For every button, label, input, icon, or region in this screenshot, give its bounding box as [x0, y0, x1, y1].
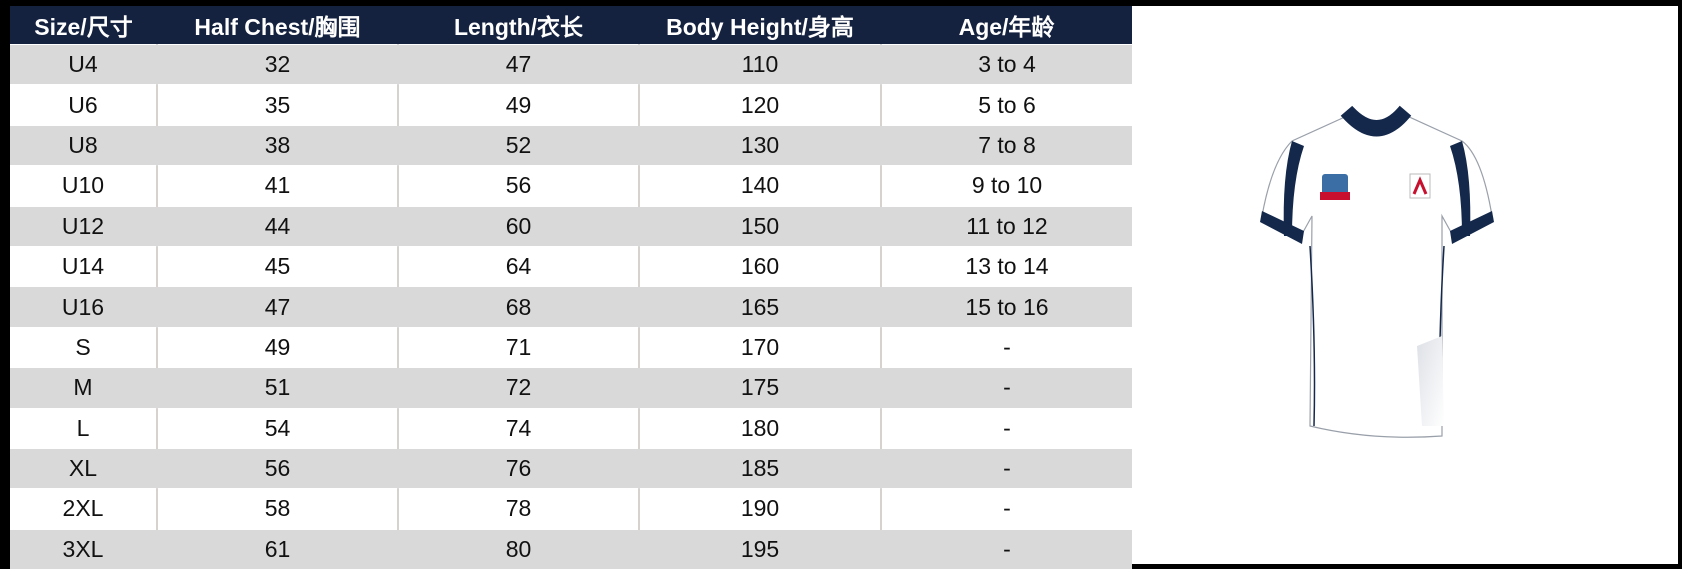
cell-body-height: 130 — [638, 124, 881, 166]
table-row: U4 32 47 110 3 to 4 — [10, 43, 1132, 85]
header-row: Size/尺寸 Half Chest/胸围 Length/衣长 Body Hei… — [10, 6, 1132, 45]
cell-size: U8 — [10, 124, 157, 166]
cell-size: U6 — [10, 84, 157, 126]
cell-length: 74 — [397, 407, 639, 449]
cell-age: - — [880, 447, 1132, 489]
cell-half-chest: 51 — [156, 367, 398, 409]
table-row: L 54 74 180- — [10, 407, 1132, 449]
cell-body-height: 195 — [638, 528, 881, 569]
cell-length: 72 — [397, 367, 639, 409]
cell-size: U16 — [10, 286, 157, 328]
cell-length: 78 — [397, 488, 639, 530]
cell-age: - — [880, 488, 1132, 530]
table-row: U8 38 52 130 7 to 8 — [10, 124, 1132, 166]
table-row: XL 56 76 185- — [10, 447, 1132, 489]
header-age: Age/年龄 — [881, 6, 1132, 45]
cell-body-height: 150 — [638, 205, 881, 247]
cell-length: 56 — [397, 165, 639, 207]
school-crest — [1409, 173, 1431, 199]
cell-body-height: 140 — [638, 165, 881, 207]
cell-age: 7 to 8 — [880, 124, 1132, 166]
cell-size: U14 — [10, 245, 157, 287]
cell-length: 47 — [397, 43, 639, 85]
cell-body-height: 170 — [638, 326, 881, 368]
size-table: Size/尺寸 Half Chest/胸围 Length/衣长 Body Hei… — [10, 6, 1132, 569]
cell-size: XL — [10, 447, 157, 489]
cell-size: U12 — [10, 205, 157, 247]
club-logo — [1320, 174, 1350, 200]
cell-age: - — [880, 528, 1132, 569]
cell-size: M — [10, 367, 157, 409]
cell-size: U10 — [10, 165, 157, 207]
cell-body-height: 120 — [638, 84, 881, 126]
header-half-chest: Half Chest/胸围 — [157, 6, 398, 45]
cell-age: 5 to 6 — [880, 84, 1132, 126]
table-row: U16 47 68 165 15 to 16 — [10, 286, 1132, 328]
cell-length: 68 — [397, 286, 639, 328]
table-row: U12 44 60 150 11 to 12 — [10, 205, 1132, 247]
cell-length: 76 — [397, 447, 639, 489]
cell-half-chest: 47 — [156, 286, 398, 328]
header-length: Length/衣长 — [398, 6, 639, 45]
cell-half-chest: 58 — [156, 488, 398, 530]
table-row: U6 35 49 120 5 to 6 — [10, 84, 1132, 126]
cell-size: L — [10, 407, 157, 449]
table-row: 3XL 61 80 195- — [10, 528, 1132, 569]
cell-age: - — [880, 326, 1132, 368]
cell-age: 15 to 16 — [880, 286, 1132, 328]
header-body-height: Body Height/身高 — [639, 6, 881, 45]
cell-half-chest: 56 — [156, 447, 398, 489]
cell-half-chest: 35 — [156, 84, 398, 126]
table-row: 2XL 58 78 190- — [10, 488, 1132, 530]
cell-half-chest: 44 — [156, 205, 398, 247]
cell-length: 52 — [397, 124, 639, 166]
cell-age: 11 to 12 — [880, 205, 1132, 247]
table-row: S 49 71 170- — [10, 326, 1132, 368]
cell-body-height: 110 — [638, 43, 881, 85]
cell-body-height: 160 — [638, 245, 881, 287]
table-row: U14 45 64 160 13 to 14 — [10, 245, 1132, 287]
cell-half-chest: 61 — [156, 528, 398, 569]
cell-length: 64 — [397, 245, 639, 287]
cell-half-chest: 45 — [156, 245, 398, 287]
cell-length: 60 — [397, 205, 639, 247]
cell-half-chest: 32 — [156, 43, 398, 85]
cell-body-height: 165 — [638, 286, 881, 328]
cell-size: 2XL — [10, 488, 157, 530]
cell-age: - — [880, 407, 1132, 449]
cell-age: 9 to 10 — [880, 165, 1132, 207]
cell-size: 3XL — [10, 528, 157, 569]
cell-length: 49 — [397, 84, 639, 126]
cell-half-chest: 41 — [156, 165, 398, 207]
cell-age: 3 to 4 — [880, 43, 1132, 85]
cell-age: - — [880, 367, 1132, 409]
cell-length: 80 — [397, 528, 639, 569]
table-row: M 51 72 175- — [10, 367, 1132, 409]
jersey-icon — [1260, 105, 1494, 438]
size-chart-sheet: Size/尺寸 Half Chest/胸围 Length/衣长 Body Hei… — [10, 6, 1678, 569]
cell-body-height: 190 — [638, 488, 881, 530]
table-row: U10 41 56 140 9 to 10 — [10, 165, 1132, 207]
header-size: Size/尺寸 — [10, 6, 157, 45]
cell-size: U4 — [10, 43, 157, 85]
jersey-image — [1132, 6, 1678, 564]
cell-body-height: 175 — [638, 367, 881, 409]
cell-half-chest: 49 — [156, 326, 398, 368]
cell-age: 13 to 14 — [880, 245, 1132, 287]
cell-length: 71 — [397, 326, 639, 368]
cell-body-height: 185 — [638, 447, 881, 489]
cell-body-height: 180 — [638, 407, 881, 449]
cell-half-chest: 38 — [156, 124, 398, 166]
cell-half-chest: 54 — [156, 407, 398, 449]
cell-size: S — [10, 326, 157, 368]
